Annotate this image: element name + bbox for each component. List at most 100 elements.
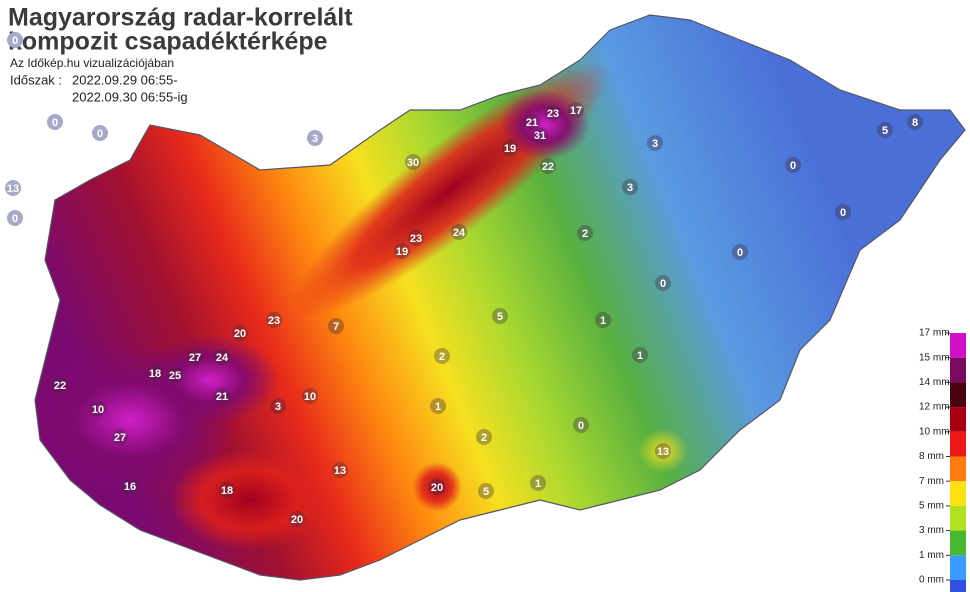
station-marker <box>429 479 445 495</box>
station-value: 13 <box>334 465 346 477</box>
station-value: 0 <box>840 207 846 219</box>
station-value: 10 <box>304 391 316 403</box>
station-marker <box>7 32 23 48</box>
station-marker <box>502 140 518 156</box>
legend-swatch <box>950 555 966 580</box>
station-marker <box>732 244 748 260</box>
station-value: 17 <box>570 105 582 117</box>
station-value: 19 <box>504 143 516 155</box>
station-marker <box>655 443 671 459</box>
station-value: 5 <box>497 311 503 323</box>
station-value: 30 <box>407 157 419 169</box>
station-marker <box>573 417 589 433</box>
station-value: 1 <box>535 478 541 490</box>
legend-label: 14 mm <box>919 377 950 388</box>
station-marker <box>632 347 648 363</box>
station-value: 0 <box>790 160 796 172</box>
station-marker <box>532 127 548 143</box>
legend-swatch <box>950 580 966 592</box>
station-marker <box>595 312 611 328</box>
station-marker <box>232 325 248 341</box>
station-marker <box>214 388 230 404</box>
station-marker <box>478 483 494 499</box>
station-marker <box>270 398 286 414</box>
station-value: 27 <box>114 432 126 444</box>
legend-swatch <box>950 431 966 457</box>
legend-swatch <box>950 333 966 358</box>
station-value: 31 <box>534 130 546 142</box>
station-value: 25 <box>169 370 181 382</box>
station-value: 0 <box>578 420 584 432</box>
station-value: 2 <box>439 351 445 363</box>
station-marker <box>90 401 106 417</box>
station-value: 1 <box>600 315 606 327</box>
station-value: 5 <box>882 125 888 137</box>
legend-label: 0 mm <box>919 575 944 586</box>
station-value: 0 <box>660 278 666 290</box>
period-start: 2022.09.29 06:55- <box>72 72 178 87</box>
station-value: 3 <box>627 182 633 194</box>
station-value: 2 <box>582 228 588 240</box>
station-marker <box>568 102 584 118</box>
station-value: 16 <box>124 481 136 493</box>
station-marker <box>394 243 410 259</box>
station-marker <box>835 204 851 220</box>
station-marker <box>408 230 424 246</box>
station-value: 20 <box>431 482 443 494</box>
station-value: 8 <box>912 117 918 129</box>
station-value: 1 <box>435 401 441 413</box>
station-value: 23 <box>547 108 559 120</box>
period-label: Időszak : <box>10 72 62 87</box>
station-marker <box>47 114 63 130</box>
station-marker <box>187 349 203 365</box>
legend-swatch <box>950 456 966 482</box>
station-marker <box>577 225 593 241</box>
station-marker <box>430 398 446 414</box>
station-marker <box>530 475 546 491</box>
station-value: 27 <box>189 352 201 364</box>
period-end: 2022.09.30 06:55-ig <box>72 89 188 104</box>
station-marker <box>476 429 492 445</box>
station-marker <box>92 125 108 141</box>
station-value: 0 <box>12 35 18 47</box>
legend-label: 10 mm <box>919 426 950 437</box>
station-value: 7 <box>333 321 339 333</box>
station-value: 24 <box>216 352 229 364</box>
legend-label: 12 mm <box>919 402 950 413</box>
legend-swatch <box>950 505 966 531</box>
station-marker <box>332 462 348 478</box>
station-marker <box>147 365 163 381</box>
station-marker <box>167 367 183 383</box>
legend-swatch <box>950 357 966 383</box>
station-value: 13 <box>657 446 669 458</box>
station-value: 0 <box>97 128 103 140</box>
station-marker <box>52 377 68 393</box>
station-marker <box>219 482 235 498</box>
station-value: 0 <box>12 213 18 225</box>
station-marker <box>785 157 801 173</box>
legend-label: 1 mm <box>919 550 944 561</box>
title: kompozit csapadéktérképe <box>8 28 328 56</box>
station-marker <box>5 180 21 196</box>
station-marker <box>289 511 305 527</box>
station-value: 18 <box>149 368 161 380</box>
station-marker <box>434 348 450 364</box>
station-value: 20 <box>234 328 246 340</box>
station-marker <box>7 210 23 226</box>
station-value: 3 <box>652 138 658 150</box>
station-value: 5 <box>483 486 489 498</box>
station-marker <box>302 388 318 404</box>
station-value: 10 <box>92 404 104 416</box>
station-value: 1 <box>637 350 643 362</box>
station-value: 23 <box>268 315 280 327</box>
station-value: 0 <box>737 247 743 259</box>
station-marker <box>122 478 138 494</box>
station-value: 0 <box>52 117 58 129</box>
legend-label: 3 mm <box>919 525 944 536</box>
station-marker <box>492 308 508 324</box>
station-marker <box>545 105 561 121</box>
station-marker <box>214 349 230 365</box>
